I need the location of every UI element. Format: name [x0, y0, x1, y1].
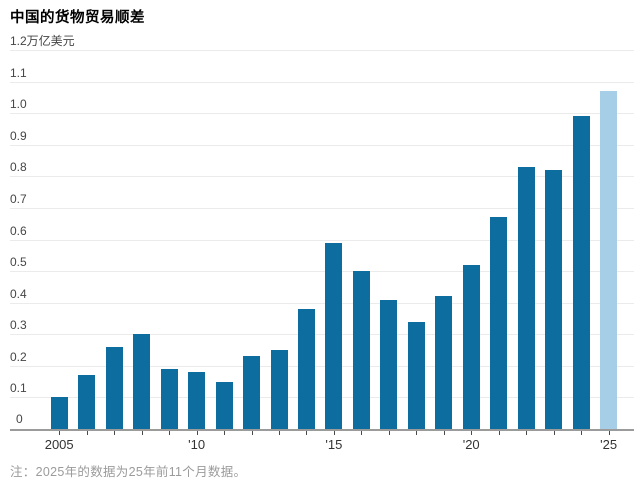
bar: [325, 242, 343, 429]
gridline: [10, 81, 634, 83]
bar: [105, 346, 123, 429]
bar: [380, 299, 398, 429]
x-axis-label: '10: [188, 437, 206, 452]
y-axis-label: 1.1: [10, 65, 27, 80]
y-axis-label: 0.1: [10, 381, 27, 396]
x-axis-line: [10, 429, 634, 431]
y-axis-label: 0.5: [10, 255, 27, 270]
y-axis-label: 0.7: [10, 191, 27, 206]
gridline: [10, 365, 634, 367]
x-axis-tick: [224, 431, 225, 435]
bar: [545, 170, 563, 429]
bar: [133, 334, 151, 430]
gridline: [10, 113, 634, 115]
x-axis-tick: [114, 431, 116, 435]
x-axis-tick: [581, 431, 583, 435]
bar: [490, 217, 508, 429]
bar: [352, 271, 370, 429]
bar: [462, 264, 480, 429]
x-axis-tick: [388, 431, 390, 435]
x-axis-tick: [279, 431, 280, 435]
x-axis-tick: [416, 431, 418, 435]
gridline: [10, 302, 634, 304]
x-axis-tick: [361, 431, 363, 435]
gridline: [10, 239, 634, 241]
gridline: [10, 176, 634, 178]
bar-highlighted: [600, 91, 618, 429]
x-axis-label: '20: [462, 437, 480, 452]
bar: [78, 375, 96, 429]
y-axis-label: 0.9: [10, 128, 27, 143]
bar: [243, 356, 260, 429]
bar: [572, 116, 590, 429]
y-axis-label-zero: 0: [16, 412, 23, 426]
x-axis-label: 2005: [44, 437, 74, 452]
bar: [188, 372, 206, 429]
x-axis-tick: [141, 431, 143, 435]
y-axis-label: 1.0: [10, 97, 27, 112]
bar: [270, 350, 288, 429]
x-axis-tick: [306, 431, 308, 435]
x-axis-tick: [169, 431, 171, 435]
y-axis-label: 1.2万亿美元: [10, 34, 75, 48]
x-axis-tick: [553, 431, 555, 435]
y-axis-label: 0.3: [10, 318, 27, 333]
bar: [517, 166, 535, 429]
y-axis-label: 0.6: [10, 223, 27, 238]
y-axis-label: 0.2: [10, 349, 27, 364]
footnote: 注：2025年的数据为25年前11个月数据。: [10, 465, 247, 479]
y-axis-label: 0.4: [10, 286, 27, 301]
x-axis-label: '15: [325, 437, 343, 452]
x-axis-tick: [471, 431, 473, 435]
x-axis-tick: [498, 431, 500, 435]
bar: [297, 309, 315, 429]
bar: [50, 397, 68, 429]
bar: [215, 381, 233, 429]
x-axis-tick: [333, 431, 335, 435]
gridline: [10, 207, 634, 209]
bar: [435, 296, 453, 430]
x-axis-tick: [196, 431, 198, 435]
x-axis-tick: [59, 431, 61, 435]
x-axis-tick: [86, 431, 88, 435]
x-axis-tick: [251, 431, 253, 435]
x-axis-label: '25: [600, 437, 618, 452]
x-axis-tick: [608, 431, 610, 435]
x-axis-tick: [526, 431, 528, 435]
gridline: [10, 397, 634, 399]
chart-title: 中国的货物贸易顺差: [10, 10, 145, 26]
bar: [407, 321, 425, 429]
y-axis-label: 0.8: [10, 160, 27, 175]
gridline: [10, 144, 634, 146]
gridline: [10, 334, 634, 336]
gridline: [10, 50, 634, 51]
gridline: [10, 271, 634, 273]
x-axis-tick: [443, 431, 445, 435]
bar: [160, 369, 178, 429]
